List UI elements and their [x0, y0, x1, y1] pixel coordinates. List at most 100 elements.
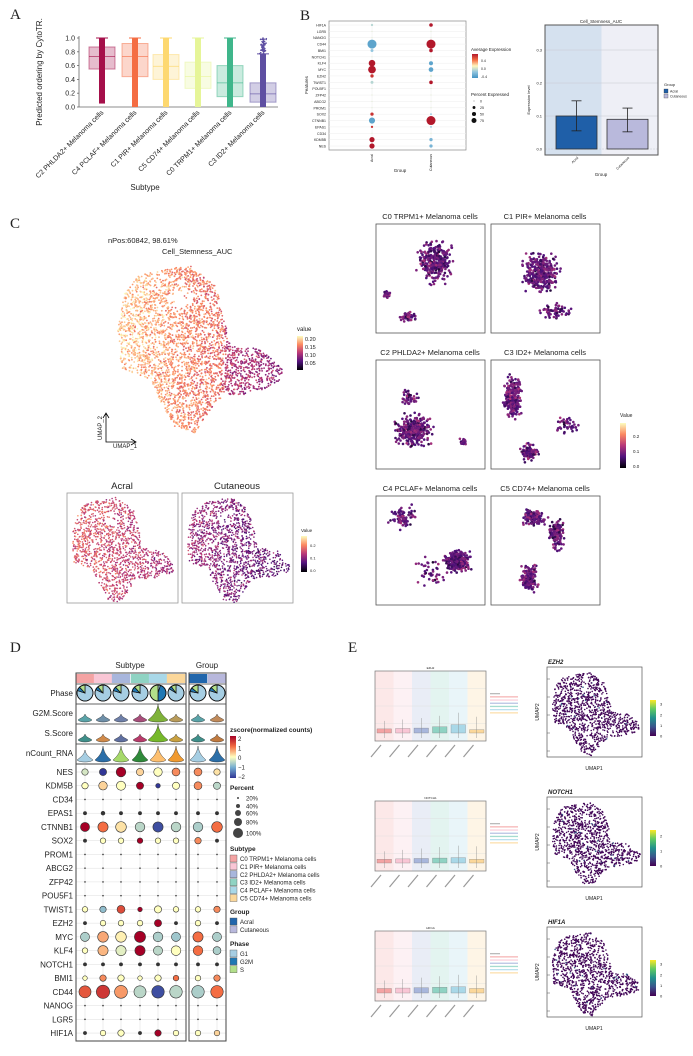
x-axis-label: Group: [394, 168, 407, 173]
cell-point: [258, 378, 260, 381]
cell-point: [160, 322, 163, 324]
cell-point: [116, 600, 118, 603]
dot: [426, 39, 436, 49]
cell-point: [180, 324, 183, 326]
cell-point: [272, 365, 275, 368]
cell-point: [125, 542, 128, 544]
cell-point: [90, 504, 92, 506]
y-tick-label: 0.3: [536, 48, 542, 53]
cell-point: [248, 367, 250, 369]
cell-point: [205, 388, 208, 390]
cell-point: [196, 344, 199, 347]
cell-point: [93, 571, 95, 573]
cell-point: [214, 289, 217, 292]
cell-point: [76, 522, 78, 525]
cell-point: [200, 342, 203, 345]
cell-point: [157, 313, 159, 315]
cell-point: [183, 295, 186, 297]
cell-point: [155, 314, 158, 317]
cell-point: [101, 522, 104, 525]
cell-point: [185, 322, 188, 325]
feature-label: SOX2: [317, 113, 326, 117]
cell-point: [176, 329, 179, 332]
cell-point: [145, 371, 148, 374]
cell-point: [202, 307, 205, 309]
cell-point: [207, 360, 210, 363]
cell-point: [165, 369, 168, 372]
cell-point: [271, 378, 274, 380]
cell-point: [81, 546, 83, 549]
y-axis-label: Expression level: [526, 85, 531, 114]
cell-point: [79, 524, 82, 526]
cell-point: [187, 325, 190, 328]
cell-point: [107, 559, 110, 562]
cell-point: [106, 585, 109, 587]
cell-point: [270, 367, 272, 370]
cell-point: [207, 332, 210, 335]
cell-point: [131, 556, 134, 558]
cell-point: [157, 331, 160, 334]
cell-point: [128, 329, 131, 331]
cell-point: [237, 528, 240, 531]
cell-point: [157, 386, 160, 388]
cell-point: [187, 413, 190, 416]
cell-point: [247, 347, 249, 350]
cell-point: [191, 334, 194, 337]
cell-point: [251, 357, 254, 360]
cell-point: [164, 302, 167, 305]
cell-point: [193, 322, 196, 325]
cell-point: [140, 366, 143, 368]
cell-point: [75, 553, 78, 555]
cell-point: [267, 384, 270, 387]
cell-point: [88, 535, 90, 537]
cell-point: [95, 566, 97, 568]
cell-point: [135, 340, 138, 342]
cell-point: [106, 544, 109, 547]
cell-point: [134, 286, 137, 289]
cell-point: [173, 300, 175, 303]
cell-point: [204, 295, 207, 298]
cell-point: [107, 506, 110, 508]
cell-point: [72, 530, 74, 533]
cell-point: [168, 274, 170, 277]
cell-point: [117, 523, 119, 525]
cell-point: [193, 399, 196, 402]
cell-point: [73, 543, 75, 546]
cell-point: [207, 323, 210, 326]
cell-point: [195, 280, 198, 282]
cell-point: [137, 539, 140, 541]
cell-point: [177, 370, 179, 373]
cell-point: [167, 369, 170, 371]
cell-point: [174, 279, 176, 282]
cell-point: [265, 370, 268, 373]
cell-point: [200, 345, 203, 348]
cell-point: [262, 363, 265, 365]
cell-point: [206, 409, 209, 412]
cell-point: [133, 281, 135, 283]
cell-point: [189, 279, 192, 282]
cell-point: [218, 362, 221, 365]
cell-point: [130, 366, 133, 369]
cell-point: [224, 328, 227, 330]
cell-point: [103, 501, 105, 504]
cell-point: [130, 521, 132, 524]
cell-point: [261, 370, 263, 372]
cell-point: [170, 571, 173, 573]
cell-point: [199, 347, 202, 350]
cell-point: [143, 569, 146, 572]
cell-point: [180, 403, 183, 406]
cell-point: [116, 590, 118, 593]
cell-point: [192, 430, 195, 433]
cell-point: [192, 271, 195, 273]
cell-point: [228, 342, 230, 345]
cell-point: [167, 284, 170, 287]
cell-point: [182, 397, 185, 400]
cell-point: [118, 545, 121, 548]
cell-point: [158, 562, 161, 565]
cell-point: [195, 549, 197, 551]
cell-point: [148, 356, 151, 359]
cell-point: [142, 567, 145, 570]
cell-point: [74, 546, 77, 548]
legend-title: value: [297, 327, 312, 333]
cell-point: [178, 335, 181, 338]
